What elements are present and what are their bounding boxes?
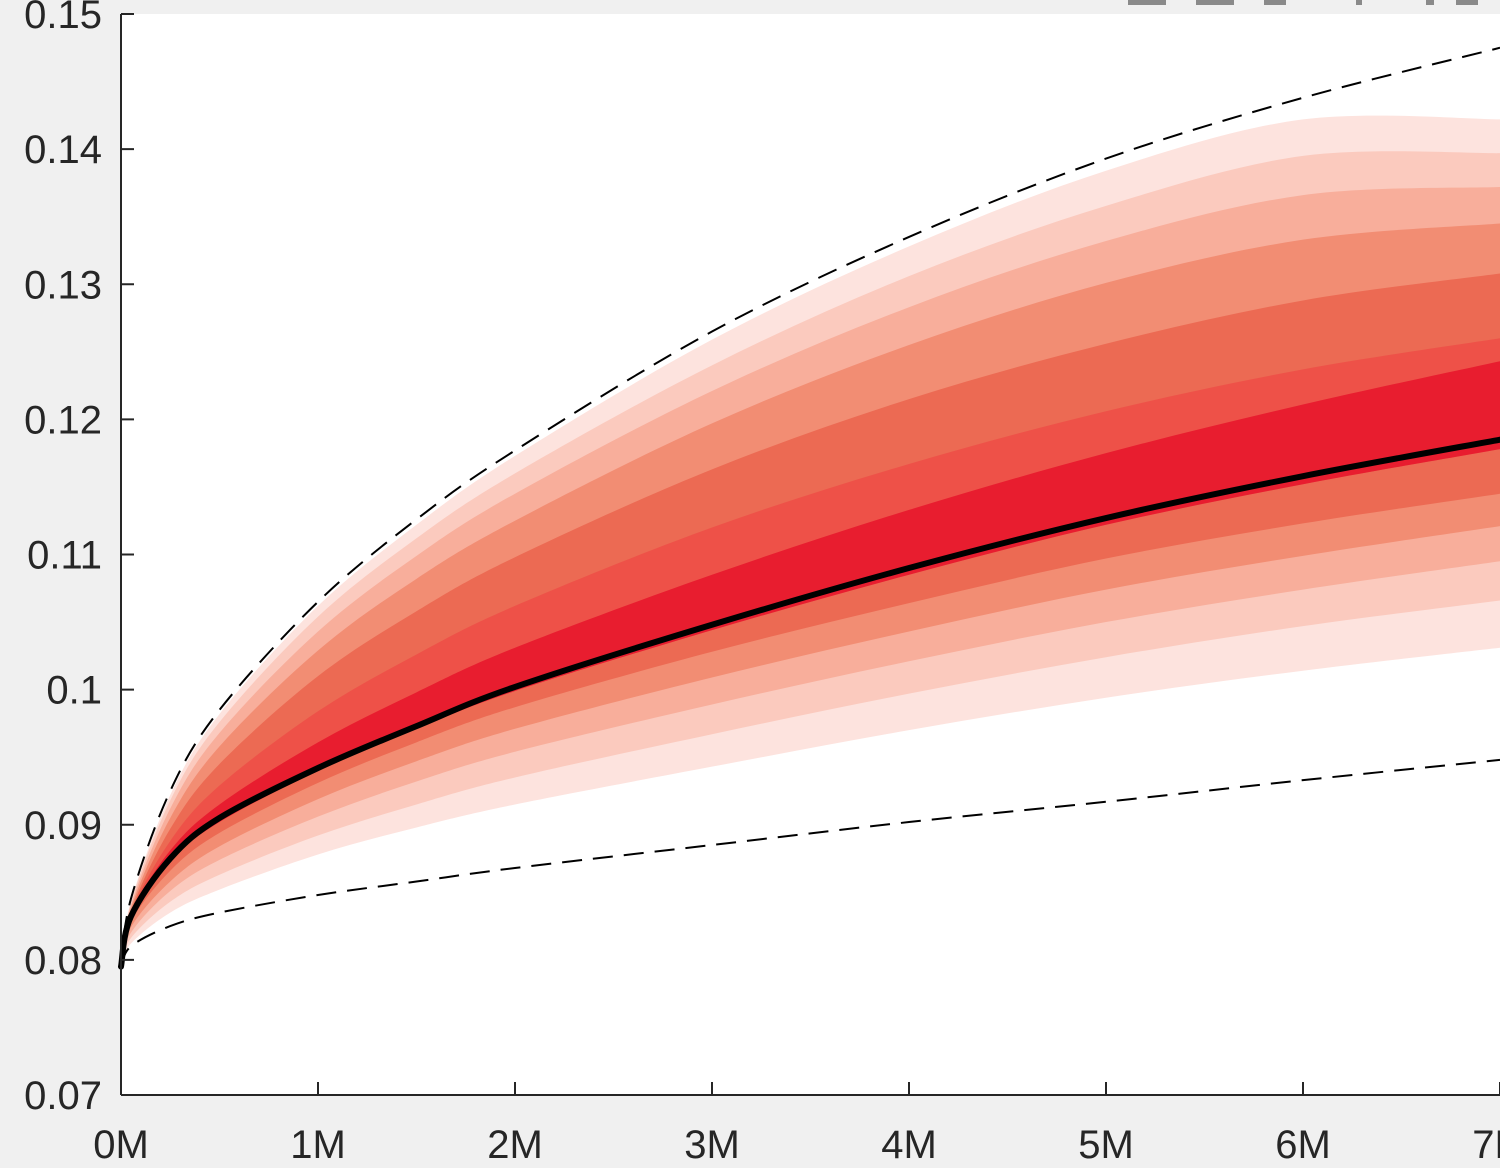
x-tick-label: 7M — [1472, 1123, 1500, 1167]
legend-glyph — [1426, 0, 1434, 5]
median-line — [118, 436, 1500, 970]
legend-glyph — [1196, 0, 1234, 5]
y-tick-label: 0.07 — [24, 1074, 102, 1118]
y-tick-label: 0.1 — [46, 669, 102, 713]
x-tick-label: 1M — [290, 1123, 346, 1167]
legend-glyph — [1356, 0, 1362, 5]
legend-glyph — [1128, 0, 1166, 5]
x-tick-label: 0M — [93, 1123, 149, 1167]
x-tick-label: 5M — [1078, 1123, 1134, 1167]
fan-bands — [121, 115, 1500, 967]
y-tick-label: 0.12 — [24, 398, 102, 442]
series-lines — [118, 46, 1500, 970]
y-tick-label: 0.09 — [24, 804, 102, 848]
x-tick-label: 6M — [1275, 1123, 1331, 1167]
y-tick-label: 0.08 — [24, 939, 102, 983]
y-tick-label: 0.11 — [27, 534, 102, 578]
y-tick-label: 0.14 — [24, 128, 102, 172]
x-tick-label: 3M — [684, 1123, 740, 1167]
tick-labels: 0.07 0.08 0.09 0.1 0.11 0.12 0.13 0.14 0.15 0M 1M 2… — [24, 0, 1500, 1167]
fan-band — [121, 361, 1500, 967]
x-tick-label: 2M — [487, 1123, 543, 1167]
y-tick-label: 0.13 — [24, 263, 102, 307]
legend-partial — [1128, 0, 1478, 5]
axes — [120, 13, 1500, 1096]
upper-bound-line — [120, 46, 1500, 967]
x-tick-label: 4M — [881, 1123, 937, 1167]
y-tick-label: 0.15 — [24, 0, 102, 37]
legend-glyph — [1456, 0, 1478, 5]
legend-glyph — [1264, 0, 1286, 5]
